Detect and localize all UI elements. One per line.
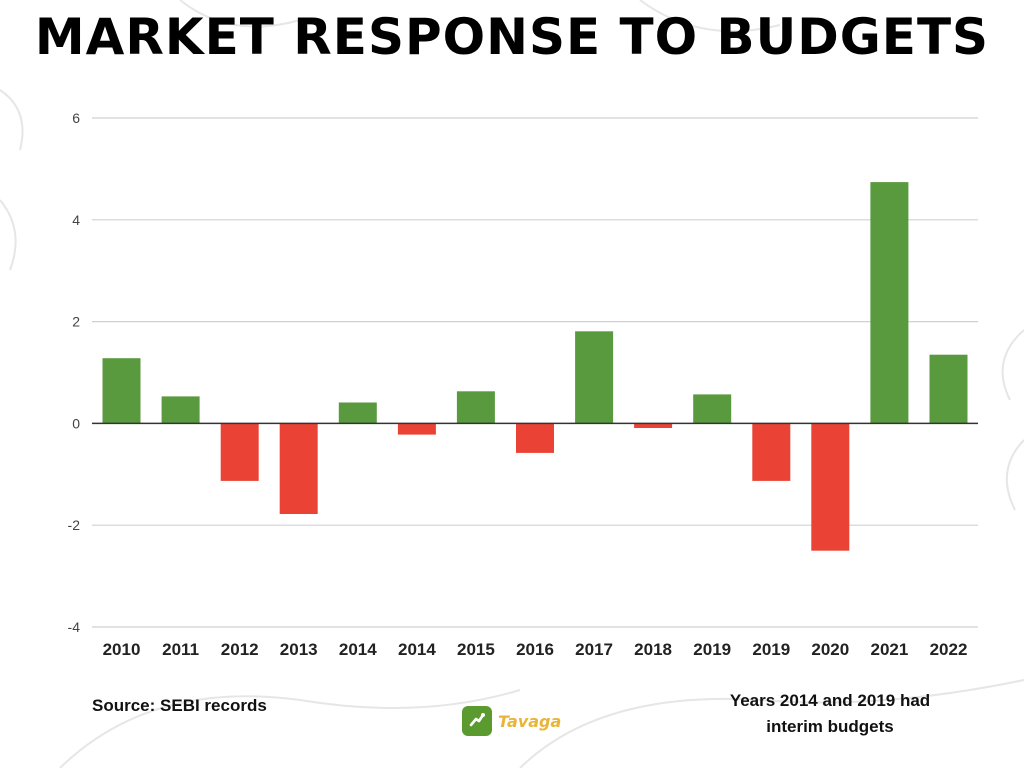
x-tick-label: 2014 (398, 640, 436, 659)
note-line-1: Years 2014 and 2019 had (729, 691, 931, 710)
y-tick-label: 2 (72, 314, 80, 330)
x-tick-label: 2013 (280, 640, 318, 659)
bar (575, 331, 614, 424)
x-tick-label: 2017 (575, 640, 613, 659)
note-line-2: interim budgets (766, 717, 894, 736)
bar (161, 396, 200, 424)
x-tick-label: 2020 (811, 640, 849, 659)
bar (516, 423, 554, 453)
brand-logo: Tavaga (462, 706, 561, 736)
bar (693, 394, 732, 424)
x-tick-label: 2016 (516, 640, 554, 659)
bar (752, 423, 791, 481)
x-tick-label: 2021 (870, 640, 908, 659)
bar (397, 423, 436, 435)
brand-name: Tavaga (498, 711, 562, 731)
source-label: Source: SEBI records (92, 696, 267, 715)
x-tick-label: 2018 (634, 640, 672, 659)
y-tick-label: 6 (72, 110, 80, 126)
y-tick-label: 0 (72, 415, 80, 431)
bar (929, 354, 968, 424)
x-tick-label: 2011 (162, 640, 199, 659)
bar (634, 423, 673, 428)
bar (811, 423, 850, 551)
bar (456, 391, 495, 424)
bar (279, 423, 318, 514)
interim-budget-note: Years 2014 and 2019 had interim budgets (700, 688, 960, 740)
y-tick-label: -4 (68, 619, 81, 635)
x-tick-label: 2012 (221, 640, 259, 659)
tavaga-logo-icon (462, 706, 492, 736)
bar (220, 423, 259, 481)
x-tick-label: 2019 (752, 640, 790, 659)
y-tick-label: 4 (72, 212, 80, 228)
bar (338, 402, 377, 424)
y-tick-label: -2 (68, 517, 81, 533)
bar (870, 182, 909, 424)
x-tick-label: 2015 (457, 640, 495, 659)
x-tick-label: 2014 (339, 640, 377, 659)
page-title: MARKET RESPONSE TO BUDGETS (34, 8, 990, 66)
x-tick-label: 2019 (693, 640, 731, 659)
bar (102, 358, 141, 424)
x-tick-label: 2022 (930, 640, 968, 659)
x-tick-label: 2010 (103, 640, 141, 659)
